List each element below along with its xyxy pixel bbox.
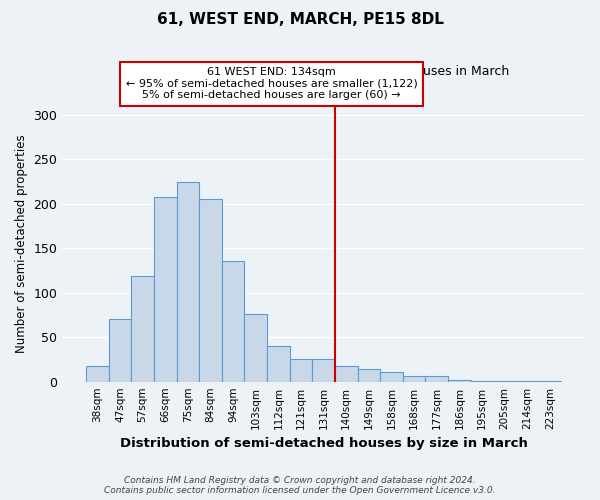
- Y-axis label: Number of semi-detached properties: Number of semi-detached properties: [15, 134, 28, 353]
- Text: 61 WEST END: 134sqm
← 95% of semi-detached houses are smaller (1,122)
5% of semi: 61 WEST END: 134sqm ← 95% of semi-detach…: [125, 67, 417, 100]
- Bar: [539, 381, 561, 382]
- Bar: [199, 200, 222, 382]
- Bar: [380, 372, 403, 382]
- Bar: [154, 196, 176, 382]
- Bar: [86, 366, 109, 382]
- Text: Contains HM Land Registry data © Crown copyright and database right 2024.
Contai: Contains HM Land Registry data © Crown c…: [104, 476, 496, 495]
- Bar: [425, 376, 448, 382]
- Bar: [313, 358, 335, 382]
- Bar: [131, 276, 154, 382]
- Bar: [267, 346, 290, 382]
- Bar: [403, 376, 425, 382]
- Bar: [290, 358, 313, 382]
- Bar: [109, 320, 131, 382]
- Bar: [176, 182, 199, 382]
- Title: Size of property relative to semi-detached houses in March: Size of property relative to semi-detach…: [139, 66, 509, 78]
- Bar: [244, 314, 267, 382]
- Bar: [222, 260, 244, 382]
- Text: 61, WEST END, MARCH, PE15 8DL: 61, WEST END, MARCH, PE15 8DL: [157, 12, 443, 28]
- X-axis label: Distribution of semi-detached houses by size in March: Distribution of semi-detached houses by …: [120, 437, 527, 450]
- Bar: [448, 380, 471, 382]
- Bar: [493, 381, 516, 382]
- Bar: [516, 381, 539, 382]
- Bar: [471, 381, 493, 382]
- Bar: [335, 366, 358, 382]
- Bar: [358, 369, 380, 382]
